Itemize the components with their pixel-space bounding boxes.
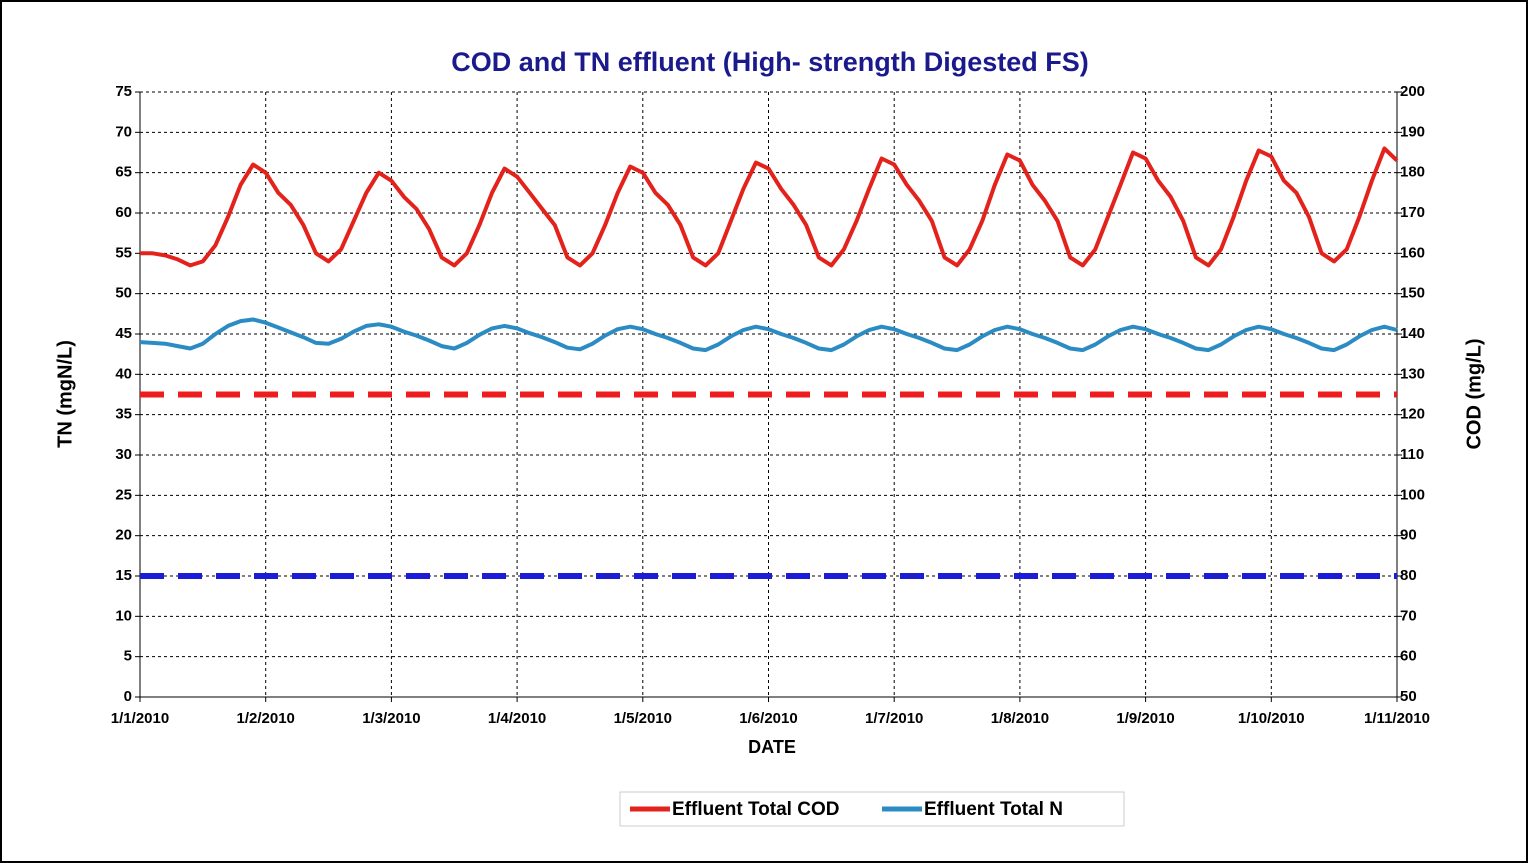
x-tick-label: 1/5/2010 <box>614 710 672 727</box>
y2-tick-label: 80 <box>1400 567 1417 584</box>
y-tick-label: 10 <box>115 607 132 624</box>
y-tick-label: 45 <box>115 325 132 342</box>
y2-tick-label: 60 <box>1400 648 1417 665</box>
x-axis-label: DATE <box>748 737 796 757</box>
y-tick-label: 35 <box>115 406 132 423</box>
y-tick-label: 5 <box>124 648 132 665</box>
x-tick-label: 1/11/2010 <box>1364 710 1430 727</box>
legend-label: Effluent Total N <box>924 799 1063 820</box>
x-tick-label: 1/4/2010 <box>488 710 546 727</box>
x-tick-label: 1/8/2010 <box>991 710 1049 727</box>
x-tick-label: 1/10/2010 <box>1238 710 1305 727</box>
x-tick-label: 1/2/2010 <box>237 710 295 727</box>
y-tick-label: 70 <box>115 123 132 140</box>
y2-tick-label: 70 <box>1400 607 1417 624</box>
x-tick-label: 1/3/2010 <box>362 710 420 727</box>
y2-tick-label: 50 <box>1400 688 1417 705</box>
legend <box>619 791 1125 827</box>
y2-tick-label: 90 <box>1400 527 1417 544</box>
chart-title: COD and TN effluent (High- strength Dige… <box>451 47 1088 77</box>
y2-tick-label: 200 <box>1400 83 1425 100</box>
y2-tick-label: 190 <box>1400 123 1425 140</box>
y2-tick-label: 140 <box>1400 325 1425 342</box>
series-line <box>140 146 1399 268</box>
y-tick-label: 65 <box>115 164 132 181</box>
y2-tick-label: 150 <box>1400 285 1425 302</box>
y2-tick-label: 170 <box>1400 204 1425 221</box>
y-tick-label: 30 <box>115 446 132 463</box>
y-tick-label: 60 <box>115 204 132 221</box>
y-tick-label: 50 <box>115 285 132 302</box>
x-tick-label: 1/7/2010 <box>865 710 923 727</box>
y-axis-label: TN (mgN/L) <box>54 340 76 448</box>
y2-tick-label: 100 <box>1400 486 1425 503</box>
y-tick-label: 40 <box>115 365 132 382</box>
y-tick-label: 25 <box>115 486 132 503</box>
legend-label: Effluent Total COD <box>672 799 839 820</box>
y2-axis-label: COD (mg/L) <box>1463 338 1485 449</box>
y-tick-label: 20 <box>115 527 132 544</box>
y2-tick-label: 120 <box>1400 406 1425 423</box>
y-tick-label: 75 <box>115 83 132 100</box>
y-tick-label: 0 <box>124 688 132 705</box>
y2-tick-label: 160 <box>1400 244 1425 261</box>
y2-tick-label: 130 <box>1400 365 1425 382</box>
y2-tick-label: 110 <box>1400 446 1424 463</box>
x-tick-label: 1/9/2010 <box>1116 710 1174 727</box>
x-tick-label: 1/1/2010 <box>111 710 169 727</box>
x-tick-label: 1/6/2010 <box>739 710 797 727</box>
y-tick-label: 55 <box>115 244 132 261</box>
y-tick-label: 15 <box>115 567 132 584</box>
y2-tick-label: 180 <box>1400 164 1425 181</box>
series-line <box>139 317 1398 353</box>
